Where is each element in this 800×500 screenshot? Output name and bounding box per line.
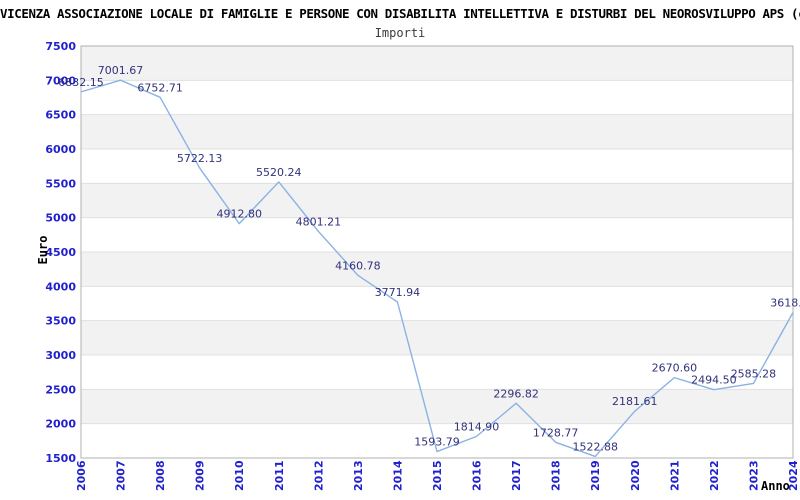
data-point-label: 4160.78 <box>335 259 381 272</box>
y-tick-label: 4000 <box>45 280 76 293</box>
plot-band <box>81 183 793 218</box>
x-tick-label: 2011 <box>273 460 286 491</box>
y-axis-title: Euro <box>36 235 50 265</box>
x-tick-label: 2008 <box>154 460 167 491</box>
x-tick-label: 2013 <box>352 460 365 491</box>
x-tick-label: 2015 <box>431 460 444 491</box>
data-point-label: 1814.90 <box>454 420 500 433</box>
y-tick-label: 5000 <box>45 212 76 225</box>
chart-subtitle: Importi <box>374 26 426 40</box>
data-point-label: 4801.21 <box>296 215 342 228</box>
x-tick-label: 2017 <box>510 460 523 491</box>
data-point-label: 1593.79 <box>414 436 460 449</box>
x-tick-label: 2010 <box>233 460 246 491</box>
data-point-label: 4912.80 <box>216 208 262 221</box>
x-tick-label: 2022 <box>708 460 721 491</box>
x-tick-label: 2021 <box>668 460 681 491</box>
data-point-label: 3618.86 <box>770 297 800 310</box>
x-tick-label: 2020 <box>629 460 642 491</box>
y-tick-label: 4500 <box>45 246 76 259</box>
y-tick-label: 2000 <box>45 418 76 431</box>
data-point-label: 1522.88 <box>572 440 618 453</box>
data-point-label: 2585.28 <box>731 367 777 380</box>
y-tick-label: 5500 <box>45 177 76 190</box>
x-tick-label: 2014 <box>391 460 404 491</box>
x-tick-label: 2012 <box>312 460 325 491</box>
x-axis-title: Anno <box>761 479 790 493</box>
x-tick-label: 2024 <box>787 460 800 491</box>
x-tick-label: 2019 <box>589 460 602 491</box>
data-point-label: 6832.15 <box>58 76 104 89</box>
y-tick-label: 6000 <box>45 143 76 156</box>
y-tick-label: 2500 <box>45 383 76 396</box>
y-tick-label: 6500 <box>45 109 76 122</box>
y-tick-label: 3000 <box>45 349 76 362</box>
data-point-label: 7001.67 <box>98 64 144 77</box>
data-point-label: 1728.77 <box>533 426 579 439</box>
data-point-label: 5520.24 <box>256 166 302 179</box>
x-tick-label: 2023 <box>747 460 760 491</box>
plot-band <box>81 46 793 81</box>
y-tick-label: 1500 <box>45 452 76 465</box>
data-point-label: 6752.71 <box>137 81 183 94</box>
x-tick-label: 2009 <box>194 460 207 491</box>
plot-band <box>81 114 793 149</box>
data-point-label: 2494.50 <box>691 374 737 387</box>
y-tick-label: 7000 <box>45 74 76 87</box>
plot-band <box>81 252 793 287</box>
data-point-label: 2181.61 <box>612 395 658 408</box>
y-tick-label: 3500 <box>45 315 76 328</box>
x-tick-label: 2007 <box>115 460 128 491</box>
chart-title: VICENZA ASSOCIAZIONE LOCALE DI FAMIGLIE … <box>0 6 800 21</box>
x-tick-label: 2018 <box>550 460 563 491</box>
x-tick-label: 2016 <box>471 460 484 491</box>
series-line <box>80 79 794 458</box>
x-tick-label: 2006 <box>75 460 88 491</box>
data-point-label: 3771.94 <box>375 286 421 299</box>
plot-band <box>81 389 793 424</box>
plot-band <box>81 320 793 355</box>
data-point-label: 5722.13 <box>177 152 223 165</box>
y-tick-label: 7500 <box>45 40 76 53</box>
plot-border <box>80 45 794 459</box>
data-point-label: 2296.82 <box>493 387 539 400</box>
data-point-label: 2670.60 <box>652 362 698 375</box>
